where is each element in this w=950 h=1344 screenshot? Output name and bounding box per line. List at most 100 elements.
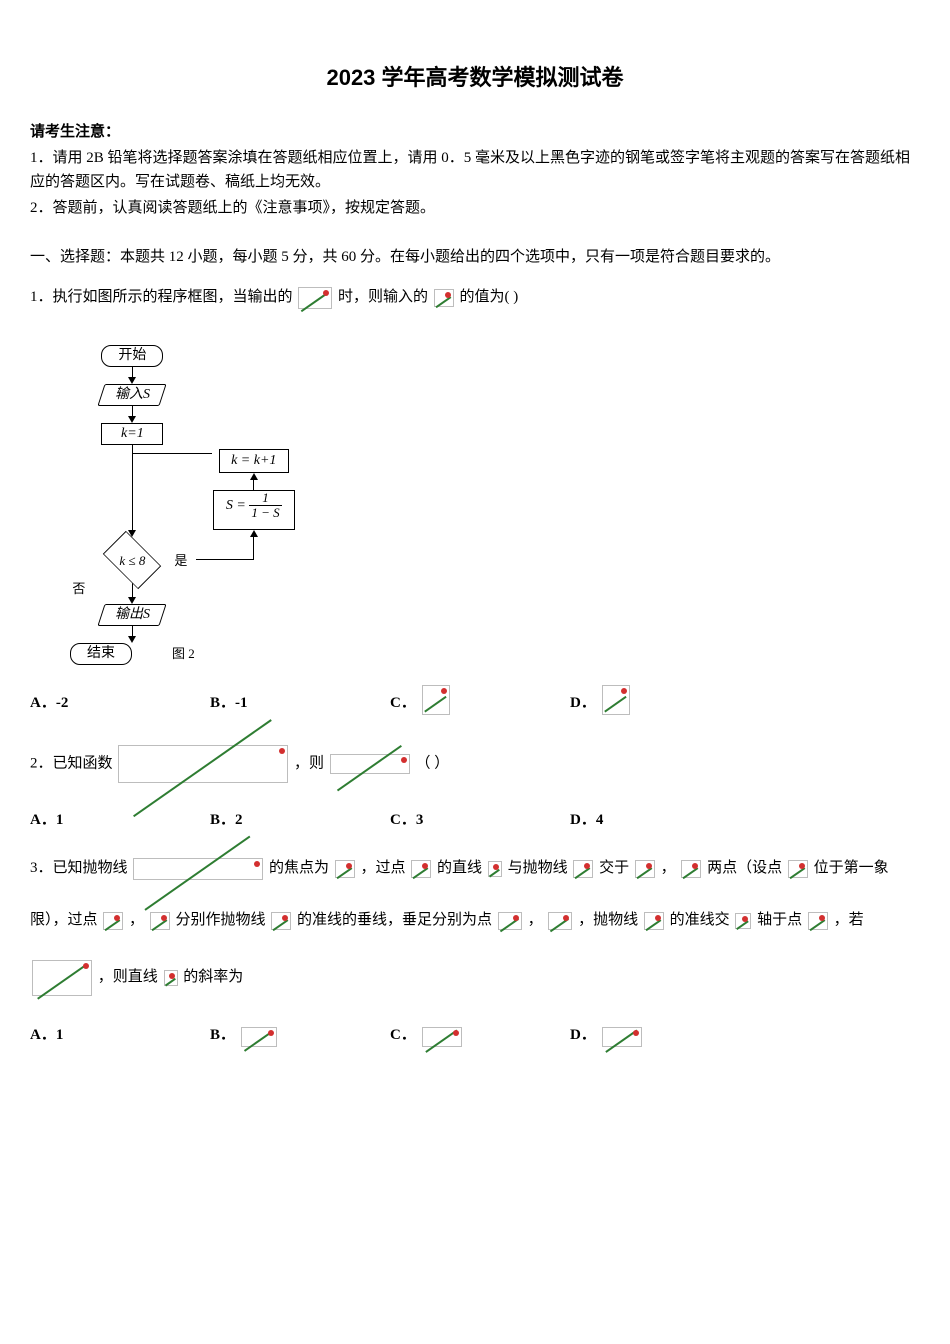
placeholder-icon [164, 970, 178, 986]
placeholder-icon [808, 912, 828, 930]
q2-opt-B: B．2 [210, 808, 390, 832]
fc-cond-label: k ≤ 8 [92, 551, 172, 572]
q3-opt-C-label: C． [390, 1023, 416, 1047]
q1-text-mid: 时，则输入的 [338, 289, 428, 305]
q3-stem-line3: ，则直线 的斜率为 [30, 956, 920, 998]
q3-t: 的直线 [437, 860, 482, 876]
q3-opt-D: D． [570, 1023, 750, 1047]
q1-opt-D-label: D． [570, 691, 596, 715]
q2-stem: 2．已知函数 ，则 （ ） [30, 745, 920, 783]
q3-t: 的准线交 [670, 912, 730, 928]
q3-t: 的焦点为 [269, 860, 329, 876]
fc-assign-lhs: S = [226, 498, 246, 513]
placeholder-icon [411, 860, 431, 878]
placeholder-icon [602, 1027, 642, 1047]
q3-stem-line2: 限），过点 ， 分别作抛物线 的准线的垂线，垂足分别为点 ， ，抛物线 的准线交… [30, 899, 920, 941]
q2-text-mid: ，则 [294, 756, 324, 772]
placeholder-icon [298, 287, 332, 309]
fc-cond: k ≤ 8 是 否 [92, 537, 172, 583]
placeholder-icon [602, 685, 630, 715]
q3-t: ， [661, 860, 676, 876]
q2-opt-B-label: B．2 [210, 808, 243, 832]
q3-t: ， [528, 912, 543, 928]
fc-incr: k = k+1 [219, 449, 289, 473]
placeholder-icon [488, 861, 502, 877]
q3-t: 轴于点 [757, 912, 802, 928]
q3-opt-A-label: A．1 [30, 1023, 63, 1047]
fc-assign-num: 1 [249, 491, 281, 506]
q2-opt-D-label: D．4 [570, 808, 603, 832]
fc-incr-label: k = k+1 [231, 453, 276, 468]
q3-t: 的斜率为 [183, 969, 243, 985]
q1-opt-B-label: B．-1 [210, 691, 248, 715]
q1-opt-D: D． [570, 685, 750, 715]
q3-t: ，过点 [361, 860, 406, 876]
placeholder-icon [330, 754, 410, 774]
placeholder-icon [241, 1027, 277, 1047]
placeholder-icon [498, 912, 522, 930]
fc-start: 开始 [101, 345, 163, 367]
q1-opt-C-label: C． [390, 691, 416, 715]
placeholder-icon [635, 860, 655, 878]
q3-t: ，若 [834, 912, 864, 928]
placeholder-icon [118, 745, 288, 783]
fc-output: 输出S [98, 604, 167, 626]
placeholder-icon [788, 860, 808, 878]
q3-t: ， [129, 912, 144, 928]
q2-opt-A: A．1 [30, 808, 210, 832]
q3-t: ，抛物线 [578, 912, 638, 928]
q1-text-pre: 1．执行如图所示的程序框图，当输出的 [30, 289, 293, 305]
q1-opt-A-label: A．-2 [30, 691, 68, 715]
q2-text-pre: 2．已知函数 [30, 756, 113, 772]
q3-t: 限），过点 [30, 912, 98, 928]
placeholder-icon [735, 913, 751, 929]
placeholder-icon [548, 912, 572, 930]
fc-assign-frac: 1 1 − S [249, 491, 281, 521]
placeholder-icon [422, 1027, 462, 1047]
notice-line-1: 1．请用 2B 铅笔将选择题答案涂填在答题纸相应位置上，请用 0．5 毫米及以上… [30, 146, 920, 194]
placeholder-icon [434, 289, 454, 307]
placeholder-icon [335, 860, 355, 878]
q3-opt-D-label: D． [570, 1023, 596, 1047]
fc-init: k=1 [101, 423, 163, 445]
fc-assign-den: 1 − S [249, 506, 281, 520]
q1-options: A．-2 B．-1 C． D． [30, 685, 920, 715]
notice-head: 请考生注意： [30, 120, 920, 144]
section-1-head: 一、选择题：本题共 12 小题，每小题 5 分，共 60 分。在每小题给出的四个… [30, 245, 920, 269]
q2-opt-A-label: A．1 [30, 808, 63, 832]
fc-output-label: 输出S [115, 605, 150, 625]
fc-assign: S = 1 1 − S [213, 490, 295, 530]
q3-t: 的准线的垂线，垂足分别为点 [297, 912, 492, 928]
notice-line-2: 2．答题前，认真阅读答题纸上的《注意事项》，按规定答题。 [30, 196, 920, 220]
placeholder-icon [150, 912, 170, 930]
q2-options: A．1 B．2 C．3 D．4 [30, 808, 920, 832]
q1-opt-A: A．-2 [30, 691, 210, 715]
placeholder-icon [32, 960, 92, 996]
fc-no-label: 否 [72, 579, 85, 600]
q3-opt-C: C． [390, 1023, 570, 1047]
placeholder-icon [103, 912, 123, 930]
q2-opt-C-label: C．3 [390, 808, 423, 832]
q3-opt-B: B． [210, 1023, 390, 1047]
fc-caption: 图 2 [172, 644, 195, 665]
q3-opt-A: A．1 [30, 1023, 210, 1047]
q1-stem: 1．执行如图所示的程序框图，当输出的 时，则输入的 的值为( ) [30, 279, 920, 315]
q2-text-post: （ ） [416, 756, 450, 772]
q3-t: 与抛物线 [508, 860, 568, 876]
placeholder-icon [422, 685, 450, 715]
q3-t: 两点（设点 [707, 860, 782, 876]
q3-options: A．1 B． C． D． [30, 1023, 920, 1047]
q1-text-post: 的值为( ) [460, 289, 519, 305]
q3-opt-B-label: B． [210, 1023, 235, 1047]
fc-yes-label: 是 [174, 551, 187, 572]
fc-init-label: k=1 [121, 426, 144, 441]
fc-input-label: 输入S [115, 385, 150, 405]
placeholder-icon [681, 860, 701, 878]
fc-input: 输入S [98, 384, 167, 406]
q3-t: 3．已知抛物线 [30, 860, 128, 876]
placeholder-icon [644, 912, 664, 930]
q3-t: ，则直线 [98, 969, 158, 985]
q2-opt-C: C．3 [390, 808, 570, 832]
q3-t: 交于 [599, 860, 629, 876]
q3-stem-line1: 3．已知抛物线 的焦点为 ，过点 的直线 与抛物线 交于 ， 两点（设点 位于第… [30, 847, 920, 889]
